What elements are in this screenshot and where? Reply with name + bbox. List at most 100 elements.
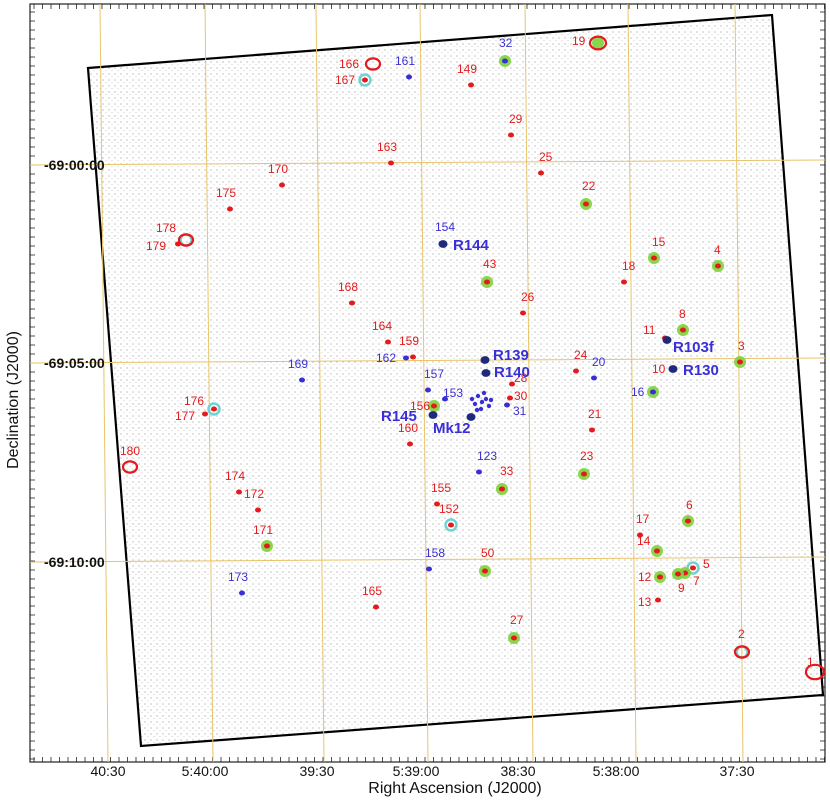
source-marker [715,263,721,269]
source-22: 22 [580,179,596,210]
source-23: 23 [578,449,594,480]
source-label: 18 [622,259,636,273]
cluster-dot [483,396,489,402]
source-label: R130 [683,362,719,379]
source-label: R140 [494,364,530,381]
source-marker [680,327,686,333]
source-marker [511,635,517,641]
source-label: 154 [435,220,455,234]
source-marker [468,82,474,88]
source-marker [651,255,657,261]
source-label: 164 [372,319,392,333]
source-marker [668,365,678,373]
central-cluster-dots [469,390,494,413]
source-marker [621,279,627,285]
source-marker [662,336,672,344]
source-168: 168 [338,280,358,306]
source-marker [448,522,454,528]
source-label: R145 [381,408,417,425]
source-label: 13 [638,595,652,609]
source-label: 162 [376,351,396,365]
source-20: 20 [591,355,606,381]
source-label: 163 [377,140,397,154]
source-label: 123 [477,449,497,463]
source-label: 160 [398,421,418,435]
source-1: 1 [804,655,826,681]
source-label: 159 [399,334,419,348]
source-marker [403,355,409,361]
source-marker [349,300,355,306]
source-marker [364,57,382,71]
source-13: 13 [638,595,661,609]
cluster-dot [478,406,484,412]
x-axis-title: Right Ascension (J2000) [368,780,541,797]
source-30: 30 [507,389,528,403]
source-label: 4 [714,243,721,257]
source-label: 22 [582,179,596,193]
source-label: 1 [807,655,814,669]
source-label: 21 [588,407,602,421]
source-marker [588,35,608,51]
cluster-dot [474,407,480,413]
source-marker [538,170,544,176]
source-153: 153 [442,386,463,402]
source-marker [373,604,379,610]
source-label: 156 [410,399,430,413]
source-177: 177 [175,409,208,423]
source-label: 19 [572,34,586,48]
source-label: R139 [493,347,529,364]
source-28: 28 [509,371,528,387]
source-label: 155 [431,481,451,495]
x-tick-label: 5:40:00 [182,763,229,779]
image-footprint [86,13,825,748]
source-162: 162 [376,351,409,365]
source-label: 149 [457,62,477,76]
x-tick-label: 40:30 [90,763,125,779]
source-167: 167 [335,73,372,87]
source-label: 178 [156,221,176,235]
source-marker [407,441,413,447]
source-marker [211,406,217,412]
source-label: 165 [362,584,382,598]
source-marker [466,413,476,421]
source-Mk12: Mk12 [433,413,476,437]
source-ring [207,402,221,416]
source-label: 12 [638,570,652,584]
source-marker [239,590,245,596]
source-label: 152 [439,502,459,516]
x-tick-label: 39:30 [299,763,334,779]
source-marker [476,469,482,475]
source-marker [589,427,595,433]
source-label: 28 [514,371,528,385]
source-marker [410,354,416,360]
source-marker [737,359,743,365]
cluster-dot [469,396,475,402]
source-159: 159 [399,334,419,360]
source-label: 16 [631,385,645,399]
source-marker [362,77,368,83]
source-label: 9 [678,581,685,595]
source-24: 24 [573,348,588,374]
source-marker [434,501,440,507]
source-marker [650,389,656,395]
source-171: 171 [253,523,273,552]
source-marker [480,356,490,364]
source-label: 23 [580,449,594,463]
source-label: 177 [175,409,195,423]
source-152: 152 [439,502,459,532]
source-marker [426,566,432,572]
source-R139: R139 [480,347,529,364]
source-50: 50 [479,546,495,577]
source-marker [675,571,681,577]
y-tick-label: -69:00:00 [44,157,105,173]
source-18: 18 [621,259,636,285]
x-tick-label: 5:39:00 [393,763,440,779]
source-label: 179 [146,239,166,253]
coordinate-grid [30,4,825,762]
source-label: 161 [395,54,415,68]
source-label: 157 [424,367,444,381]
source-marker [428,411,438,419]
source-169: 169 [288,357,308,383]
source-marker [504,402,510,408]
source-R103f: R103f [662,336,715,356]
